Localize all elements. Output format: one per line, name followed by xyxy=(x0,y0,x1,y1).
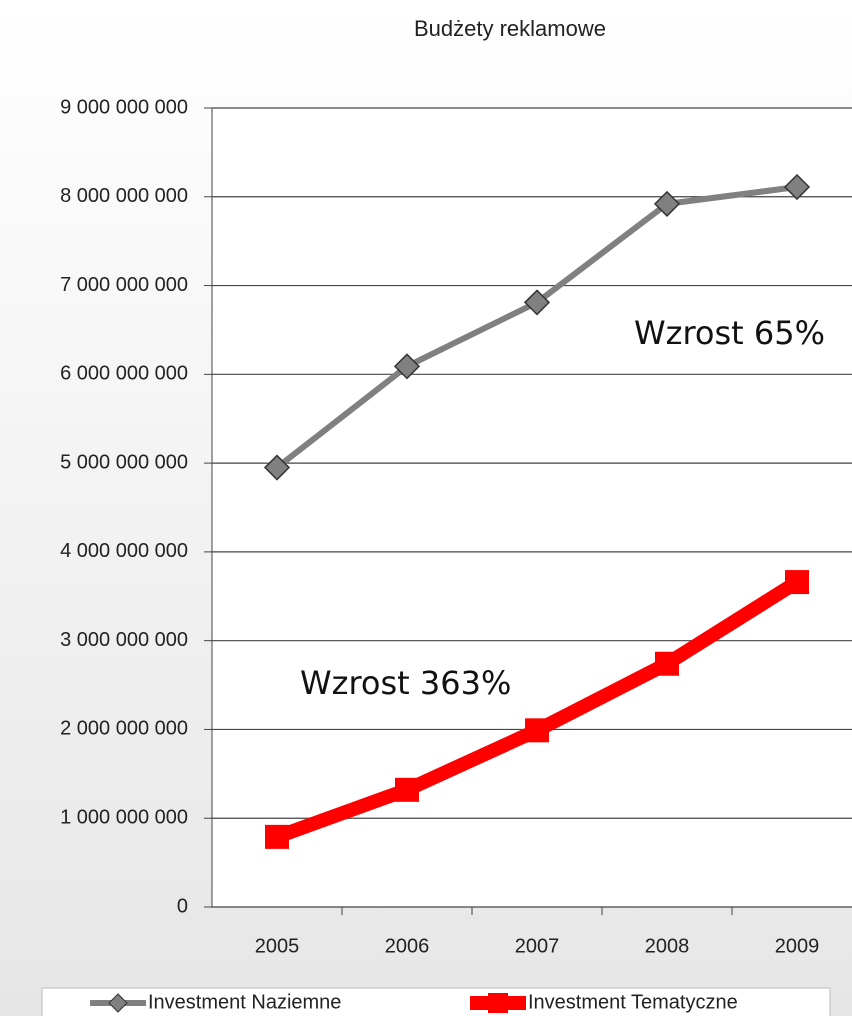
marker xyxy=(395,777,419,802)
marker xyxy=(655,651,679,676)
y-tick-label: 8 000 000 000 xyxy=(60,185,188,207)
marker xyxy=(653,190,681,217)
marker xyxy=(525,718,549,743)
plot-area xyxy=(212,108,852,907)
annotation: Wzrost 65% xyxy=(634,314,825,352)
annotation: Wzrost 363% xyxy=(300,664,511,702)
marker xyxy=(785,570,809,595)
legend-label: Investment Naziemne xyxy=(148,991,341,1013)
legend-box xyxy=(41,987,831,1016)
x-tick-label: 2005 xyxy=(255,935,300,957)
marker xyxy=(393,353,421,380)
y-tick-label: 7 000 000 000 xyxy=(60,274,188,296)
chart-title: Budżety reklamowe xyxy=(414,16,606,41)
y-tick-label: 1 000 000 000 xyxy=(60,807,188,829)
y-tick-label: 9 000 000 000 xyxy=(60,96,188,118)
y-tick-label: 6 000 000 000 xyxy=(60,363,188,385)
y-tick-label: 0 xyxy=(177,895,188,917)
y-tick-label: 4 000 000 000 xyxy=(60,540,188,562)
marker xyxy=(265,824,289,849)
y-tick-label: 3 000 000 000 xyxy=(60,629,188,651)
x-tick-label: 2009 xyxy=(775,935,820,957)
y-tick-label: 2 000 000 000 xyxy=(60,718,188,740)
x-tick-label: 2007 xyxy=(515,935,560,957)
y-tick-label: 5 000 000 000 xyxy=(60,451,188,473)
marker xyxy=(523,289,551,316)
x-tick-label: 2008 xyxy=(645,935,690,957)
legend-marker xyxy=(488,993,508,1013)
x-tick-label: 2006 xyxy=(385,935,430,957)
marker xyxy=(783,173,811,201)
legend-marker xyxy=(108,993,128,1013)
marker xyxy=(263,454,291,481)
legend-label: Investment Tematyczne xyxy=(528,991,738,1013)
